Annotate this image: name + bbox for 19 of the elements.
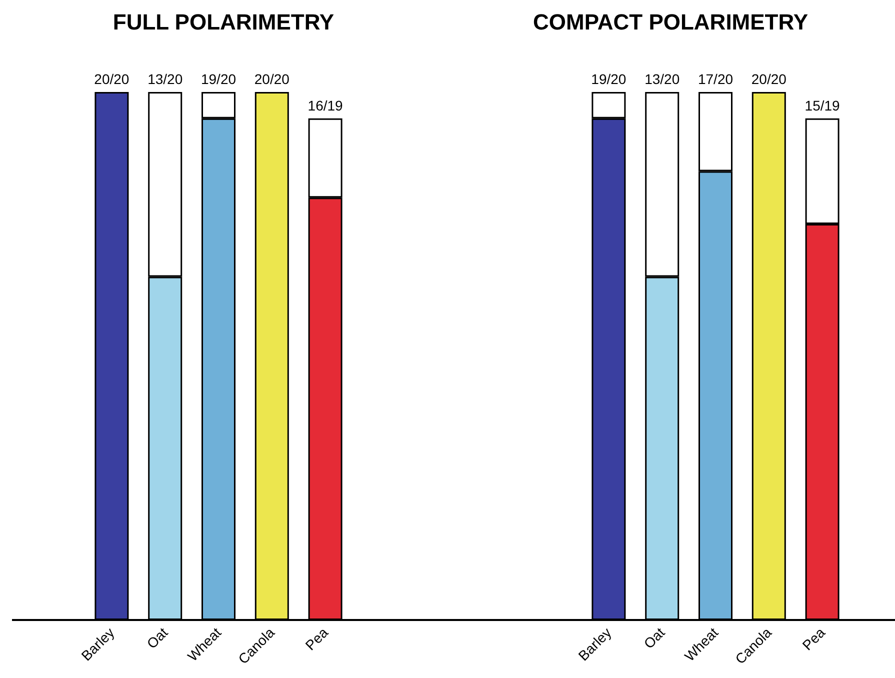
total-label: 13/20 [148,71,183,87]
total-label: 20/20 [254,71,290,87]
x-tick-label: Oat [144,624,171,652]
total-label: 19/20 [591,71,626,87]
x-tick-label: Oat [640,624,668,652]
total-label: 17/20 [698,71,734,87]
chart-title: COMPACT POLARIMETRY [533,10,808,34]
x-tick-label: Pea [302,624,332,654]
total-label: 20/20 [751,71,787,87]
total-label: 16/19 [308,97,344,114]
total-label: 20/20 [94,71,130,87]
x-tick-label: Pea [799,624,828,654]
total-label: 13/20 [644,71,680,87]
chart-title: FULL POLARIMETRY [112,10,334,34]
bar [94,92,129,620]
total-label: 15/19 [804,97,840,114]
bar [752,92,786,620]
bar [254,92,289,620]
total-label: 19/20 [200,71,236,87]
